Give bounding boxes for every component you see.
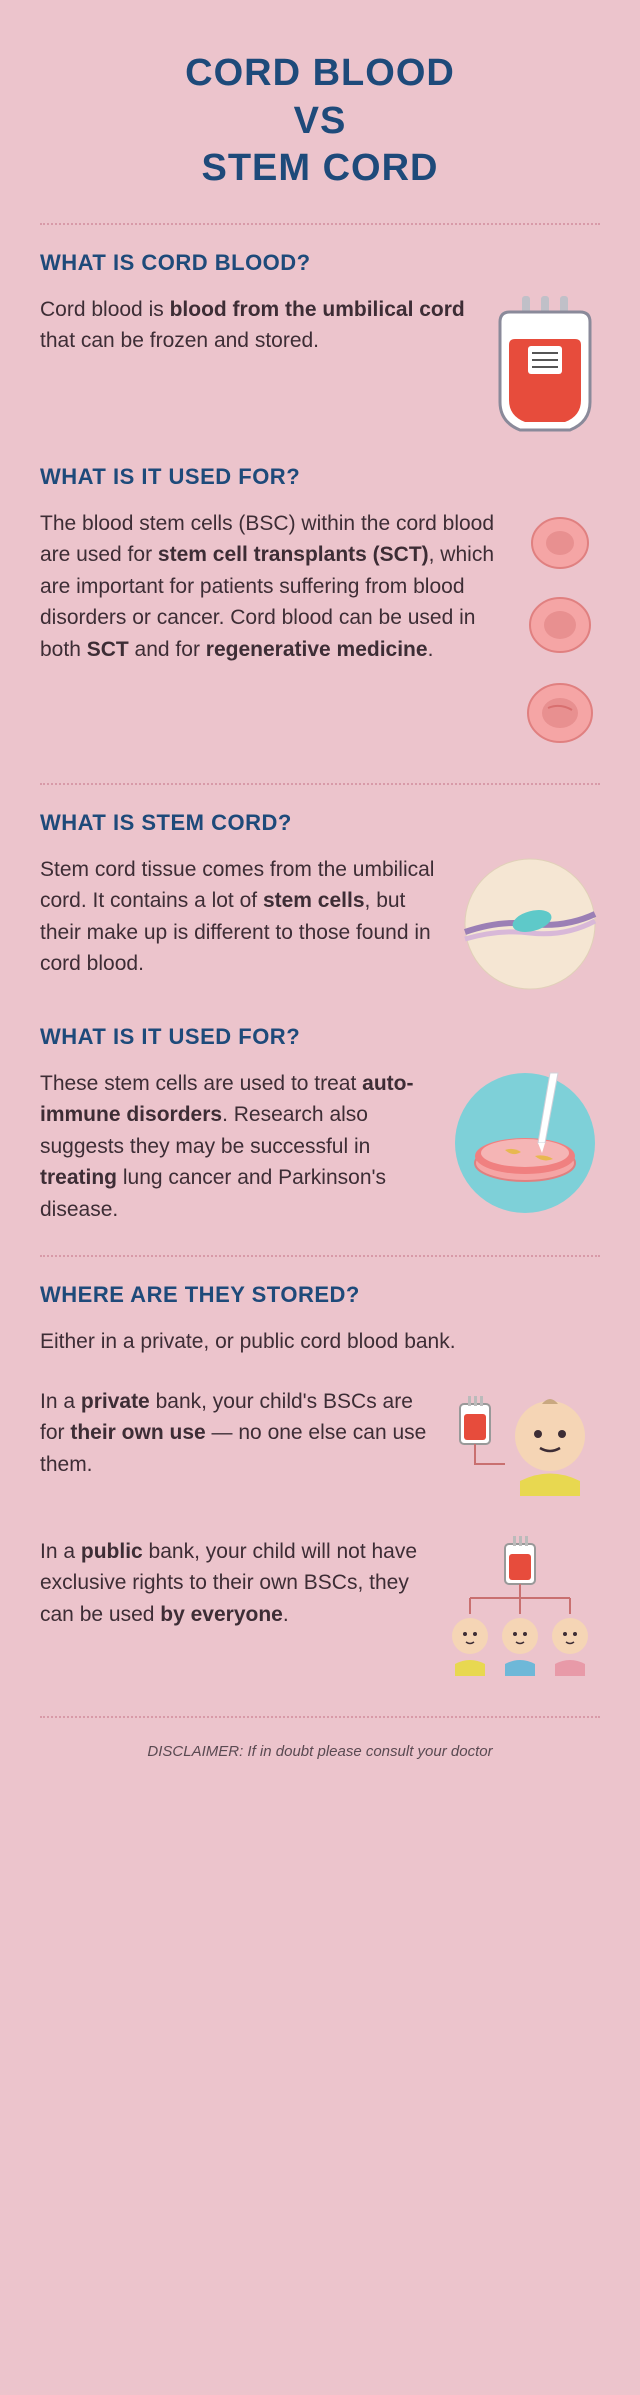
text-public-bank: In a public bank, your child will not ha… — [40, 1536, 420, 1631]
public-bank-icon — [440, 1536, 600, 1686]
text-used-for-2: These stem cells are used to treat auto-… — [40, 1068, 430, 1226]
heading-stem-cord: WHAT IS STEM CORD? — [40, 810, 600, 836]
text-stored-intro: Either in a private, or public cord bloo… — [40, 1326, 600, 1358]
heading-used-for-1: WHAT IS IT USED FOR? — [40, 464, 600, 490]
heading-used-for-2: WHAT IS IT USED FOR? — [40, 1024, 600, 1050]
cell-icon — [523, 588, 598, 663]
heading-stored: WHERE ARE THEY STORED? — [40, 1282, 600, 1308]
cord-icon — [460, 854, 600, 994]
divider — [40, 223, 600, 225]
text-used-for-1: The blood stem cells (BSC) within the co… — [40, 508, 500, 666]
text-private-bank: In a private bank, your child's BSCs are… — [40, 1386, 430, 1481]
divider — [40, 1255, 600, 1257]
text-cord-blood: Cord blood is blood from the umbilical c… — [40, 294, 470, 357]
page-title: CORD BLOODVSSTEM CORD — [40, 50, 600, 193]
blood-bag-icon — [490, 294, 600, 434]
divider — [40, 1716, 600, 1718]
divider — [40, 783, 600, 785]
private-bank-icon — [450, 1386, 600, 1506]
petri-dish-icon — [450, 1068, 600, 1218]
cell-icon — [525, 508, 595, 578]
disclaimer: DISCLAIMER: If in doubt please consult y… — [40, 1743, 600, 1760]
text-stem-cord: Stem cord tissue comes from the umbilica… — [40, 854, 440, 980]
cell-icon — [520, 673, 600, 753]
heading-cord-blood: WHAT IS CORD BLOOD? — [40, 250, 600, 276]
